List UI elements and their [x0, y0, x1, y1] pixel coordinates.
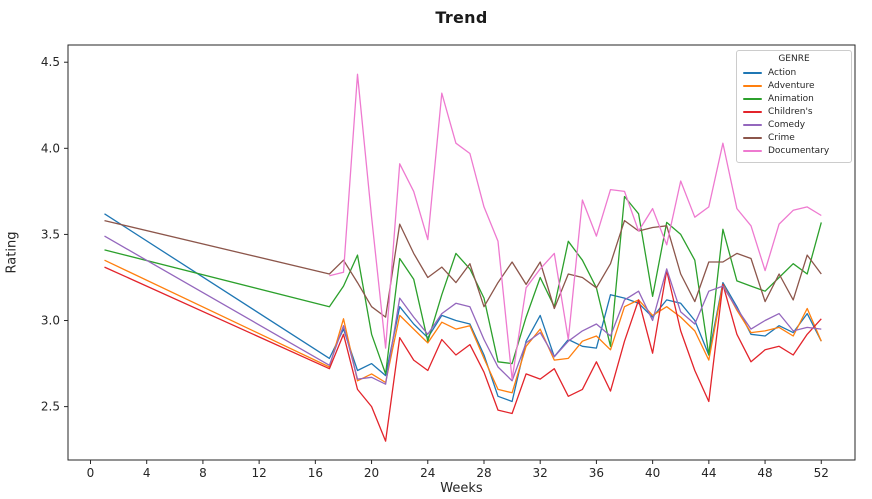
x-tick-label: 40	[645, 466, 660, 480]
legend-label: Documentary	[768, 145, 830, 156]
series-line-animation	[104, 195, 822, 375]
x-tick-label: 16	[308, 466, 323, 480]
series-line-children-s	[104, 266, 822, 442]
legend-swatch-icon	[743, 84, 762, 87]
legend-label: Crime	[768, 132, 795, 143]
legend-items: Action Adventure Animation Children's Comedy…	[743, 66, 845, 157]
chart-title: Trend	[435, 8, 488, 27]
legend-item: Crime	[743, 131, 845, 144]
legend-title: GENRE	[778, 54, 810, 64]
x-tick-label: 48	[757, 466, 772, 480]
legend-item: Adventure	[743, 79, 845, 92]
x-tick-label: 0	[87, 466, 95, 480]
legend-swatch-icon	[743, 123, 762, 126]
legend-swatch-icon	[743, 110, 762, 113]
legend-item: Children's	[743, 105, 845, 118]
legend-swatch-icon	[743, 136, 762, 139]
x-tick-label: 4	[143, 466, 151, 480]
axes-frame	[67, 44, 856, 461]
legend-item: Action	[743, 66, 845, 79]
legend-item: Comedy	[743, 118, 845, 131]
legend-swatch-icon	[743, 149, 762, 152]
legend-label: Adventure	[768, 80, 815, 91]
y-tick-label: 2.5	[41, 400, 60, 414]
legend-label: Animation	[768, 93, 814, 104]
y-tick-label: 3.5	[41, 227, 60, 241]
x-tick-label: 24	[420, 466, 435, 480]
series-line-comedy	[104, 235, 822, 385]
y-tick-label: 3.0	[41, 314, 60, 328]
y-tick-label: 4.0	[41, 141, 60, 155]
x-tick-label: 52	[814, 466, 829, 480]
legend-label: Comedy	[768, 119, 806, 130]
x-tick-label: 28	[476, 466, 491, 480]
x-tick-label: 32	[533, 466, 548, 480]
x-tick-label: 12	[251, 466, 266, 480]
series-line-documentary	[329, 73, 822, 380]
legend-swatch-icon	[743, 97, 762, 100]
legend-label: Action	[768, 67, 797, 78]
legend-swatch-icon	[743, 71, 762, 74]
x-tick-label: 8	[199, 466, 207, 480]
legend-item: Animation	[743, 92, 845, 105]
series-line-crime	[104, 219, 822, 318]
x-tick-label: 20	[364, 466, 379, 480]
legend-item: Documentary	[743, 144, 845, 157]
x-tick-label: 36	[589, 466, 604, 480]
series-line-adventure	[104, 259, 822, 394]
y-tick-label: 4.5	[41, 55, 60, 69]
legend: GENRE Action Adventure Animation Children's…	[736, 50, 852, 163]
x-tick-label: 44	[701, 466, 716, 480]
legend-label: Children's	[768, 106, 813, 117]
x-axis-label: Weeks	[440, 481, 483, 496]
